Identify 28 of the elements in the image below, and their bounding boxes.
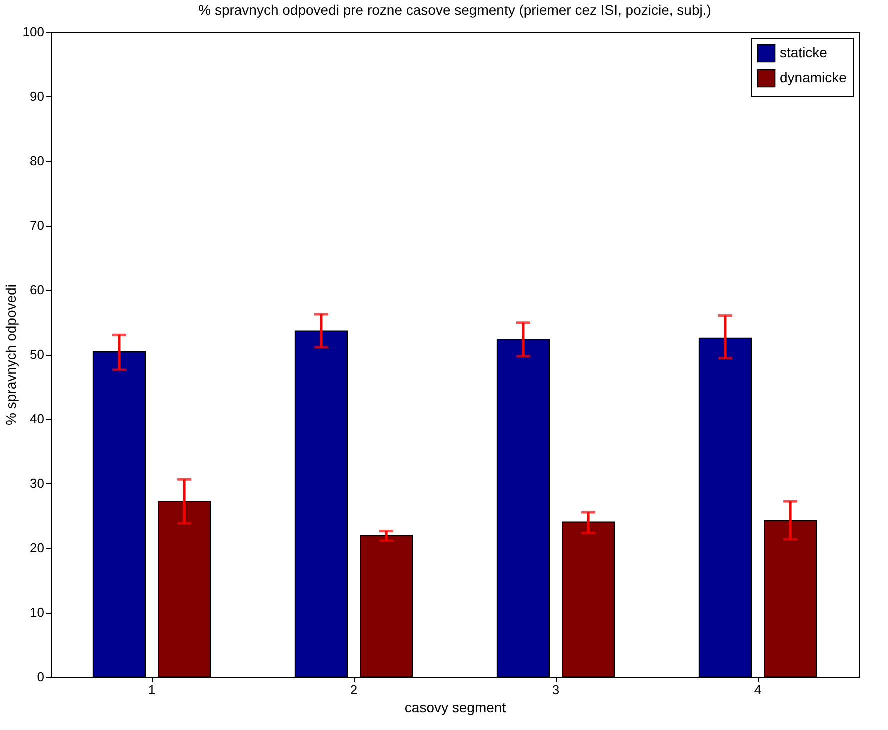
y-tick-label: 100 <box>22 24 44 40</box>
y-tick-label: 60 <box>30 282 44 298</box>
y-tick-label: 80 <box>30 154 44 168</box>
bar <box>92 351 146 678</box>
x-tick-label: 2 <box>350 682 358 698</box>
x-axis-title: casovy segment <box>404 700 506 716</box>
y-tick-label: 90 <box>30 89 44 104</box>
y-tick-label: 40 <box>30 412 44 426</box>
y-tick-label: 70 <box>30 218 44 233</box>
legend-label: staticke <box>780 44 828 60</box>
x-tick-label: 3 <box>552 682 560 698</box>
bar <box>496 339 550 678</box>
bar <box>562 522 616 678</box>
y-axis-title: % spravnych odpovedi <box>2 284 19 426</box>
y-tick-label: 30 <box>30 476 44 491</box>
chart-title: % spravnych odpovedi pre rozne casove segmenty (priemer cez ISI, pozicie, subj.) <box>198 2 712 18</box>
legend-label: dynamicke <box>780 70 848 86</box>
bar <box>158 501 212 678</box>
bar <box>360 535 414 678</box>
x-tick-label: 4 <box>754 682 762 698</box>
x-tick-label: 1 <box>148 682 156 698</box>
y-tick-label: 0 <box>37 670 44 684</box>
y-tick-label: 20 <box>30 540 44 556</box>
bar <box>764 520 818 678</box>
y-tick-label: 10 <box>30 605 44 620</box>
bar <box>294 330 348 678</box>
y-tick-label: 50 <box>30 347 44 362</box>
bar <box>698 338 752 678</box>
